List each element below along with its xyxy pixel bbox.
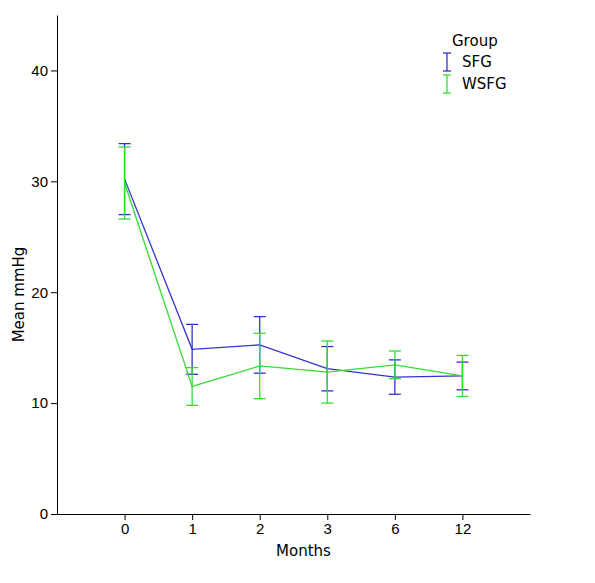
error-bar — [321, 341, 333, 403]
y-tick-label: 0 — [40, 505, 48, 522]
error-cap — [456, 355, 468, 356]
y-tick: 10 — [31, 394, 57, 411]
y-tick-label: 10 — [31, 394, 48, 411]
y-tick-label: 20 — [31, 284, 48, 301]
error-cap — [389, 350, 401, 351]
y-tick-mark — [51, 70, 57, 71]
y-tick-mark — [51, 403, 57, 404]
error-cap — [321, 340, 333, 341]
plot-area — [119, 144, 469, 406]
legend-symbol — [443, 92, 451, 93]
legend-item: SFG — [443, 53, 492, 71]
y-tick: 30 — [31, 173, 57, 190]
error-cap — [321, 402, 333, 403]
error-bar — [456, 355, 468, 396]
legend-label: WSFG — [462, 75, 507, 93]
y-axis: 0 10 20 30 40 — [31, 16, 57, 523]
error-cap — [456, 396, 468, 397]
series-line — [125, 179, 463, 377]
y-tick-label: 30 — [31, 173, 48, 190]
x-tick: 12 — [455, 514, 472, 537]
error-cap — [119, 218, 131, 219]
legend-item: WSFG — [443, 75, 507, 93]
error-bar — [254, 333, 266, 398]
legend-symbol — [446, 75, 447, 93]
y-tick-label: 40 — [31, 62, 48, 79]
error-cap — [389, 394, 401, 395]
error-stem — [462, 355, 463, 396]
x-tick-label: 2 — [256, 520, 264, 537]
x-tick: 3 — [324, 514, 332, 537]
chart: 0102030400123612MonthsMean mmHgGroupSFGW… — [0, 0, 595, 583]
error-cap — [186, 405, 198, 406]
y-tick-mark — [51, 514, 57, 515]
legend-symbol — [446, 53, 447, 71]
error-stem — [191, 324, 192, 374]
legend-symbol — [443, 52, 451, 53]
error-stem — [259, 333, 260, 398]
error-bar — [186, 368, 198, 406]
error-cap — [389, 378, 401, 379]
x-tick-label: 0 — [121, 520, 129, 537]
error-bar — [119, 147, 131, 219]
x-tick: 1 — [188, 514, 196, 537]
legend-symbol — [443, 74, 451, 75]
error-cap — [186, 367, 198, 368]
error-stem — [327, 341, 328, 403]
legend-symbol — [443, 70, 451, 71]
error-cap — [254, 398, 266, 399]
y-axis-title: Mean mmHg — [10, 247, 28, 343]
legend-title: Group — [452, 32, 498, 50]
x-tick-label: 3 — [324, 520, 332, 537]
y-tick-mark — [51, 292, 57, 293]
x-tick: 2 — [256, 514, 264, 537]
legend: Group SFG WSFG — [443, 32, 507, 93]
y-tick: 40 — [31, 62, 57, 79]
legend-label: SFG — [462, 53, 492, 71]
error-cap — [119, 146, 131, 147]
x-axis-title: Months — [276, 542, 331, 560]
x-tick-label: 12 — [455, 520, 472, 537]
error-cap — [254, 316, 266, 317]
x-tick: 0 — [121, 514, 129, 537]
error-cap — [254, 333, 266, 334]
error-stem — [191, 368, 192, 406]
series-line — [125, 183, 463, 386]
error-cap — [119, 143, 131, 144]
x-tick-label: 1 — [188, 520, 196, 537]
x-axis: 0123612 — [58, 514, 531, 537]
error-bar — [389, 351, 401, 379]
error-bar — [186, 324, 198, 374]
error-cap — [186, 324, 198, 325]
x-axis-line — [58, 514, 531, 515]
y-tick: 20 — [31, 284, 57, 301]
y-tick: 0 — [40, 505, 57, 522]
x-tick: 6 — [391, 514, 399, 537]
error-stem — [124, 147, 125, 219]
y-tick-mark — [51, 181, 57, 182]
error-stem — [394, 351, 395, 379]
x-tick-label: 6 — [391, 520, 399, 537]
y-axis-line — [57, 16, 58, 515]
